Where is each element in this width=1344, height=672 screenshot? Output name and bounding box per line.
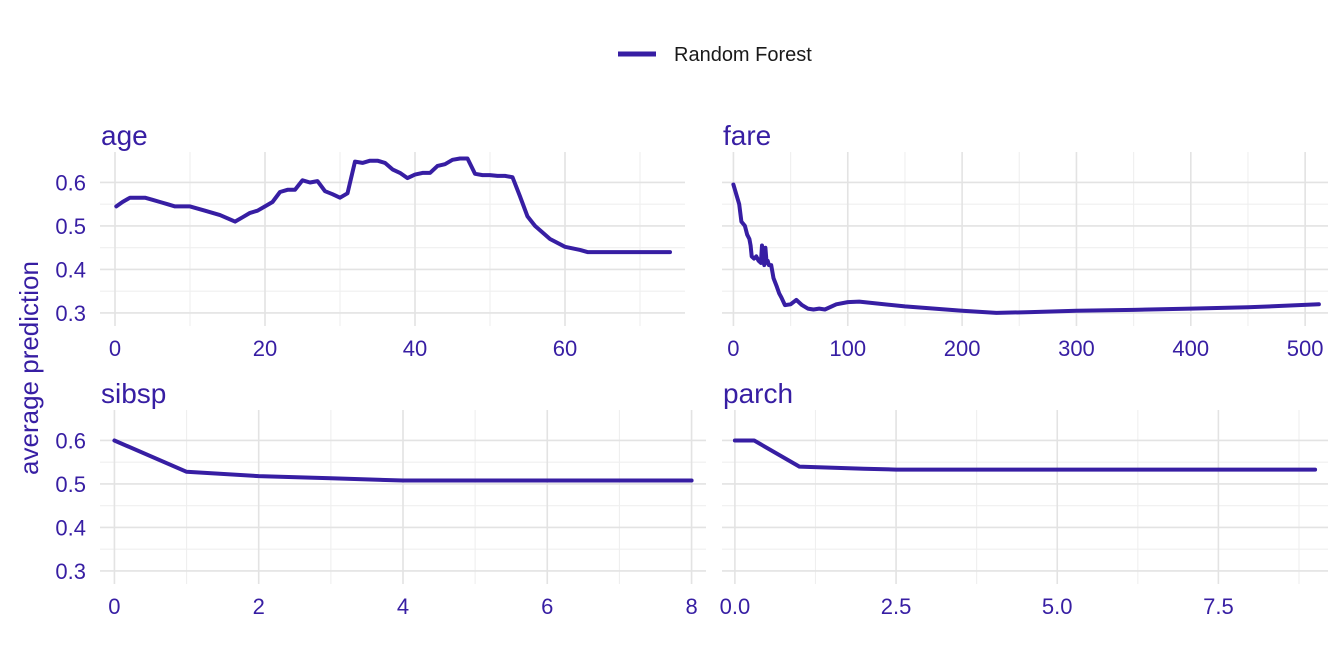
x-tick-label: 200 xyxy=(944,336,981,361)
minor-grid xyxy=(722,410,1328,584)
x-tick-label: 500 xyxy=(1287,336,1324,361)
x-tick-label: 40 xyxy=(403,336,427,361)
series-line-random-forest xyxy=(114,156,672,255)
x-tick-label: 5.0 xyxy=(1042,594,1073,619)
series-line-random-forest xyxy=(732,438,1318,472)
y-tick-label: 0.4 xyxy=(55,257,86,282)
panel-title: age xyxy=(101,120,148,151)
x-tick-label: 4 xyxy=(397,594,409,619)
y-tick-label: 0.3 xyxy=(55,301,86,326)
panel-fare: 0 100 200 300 400 500 fare xyxy=(722,120,1328,361)
x-tick-label: 6 xyxy=(541,594,553,619)
x-tick-label: 0 xyxy=(727,336,739,361)
x-tick-label: 0 xyxy=(109,336,121,361)
x-tick-label: 100 xyxy=(829,336,866,361)
minor-grid xyxy=(100,152,685,326)
y-tick-label: 0.6 xyxy=(55,428,86,453)
major-grid xyxy=(722,152,1328,326)
x-tick-label: 8 xyxy=(685,594,697,619)
y-tick-label: 0.3 xyxy=(55,559,86,584)
major-grid xyxy=(722,410,1328,584)
series-line-random-forest xyxy=(731,182,1321,315)
y-tick-label: 0.6 xyxy=(55,170,86,195)
legend-label: Random Forest xyxy=(674,44,812,66)
panel-parch: 0.0 2.5 5.0 7.5 parch xyxy=(720,378,1328,619)
x-tick-label: 300 xyxy=(1058,336,1095,361)
y-tick-label: 0.5 xyxy=(55,214,86,239)
x-tick-label: 2.5 xyxy=(881,594,912,619)
y-tick-label: 0.4 xyxy=(55,515,86,540)
major-grid xyxy=(100,410,706,584)
y-tick-label: 0.5 xyxy=(55,472,86,497)
legend: Random Forest xyxy=(618,44,812,66)
x-tick-label: 20 xyxy=(253,336,277,361)
panel-sibsp: 0.3 0.4 0.5 0.6 0 2 4 6 8 sibsp xyxy=(55,378,706,619)
panel-title: parch xyxy=(723,378,793,409)
series-line-random-forest xyxy=(112,438,694,483)
x-tick-label: 0.0 xyxy=(720,594,751,619)
panel-title: fare xyxy=(723,120,771,151)
x-tick-label: 7.5 xyxy=(1203,594,1234,619)
x-tick-label: 2 xyxy=(253,594,265,619)
x-tick-label: 0 xyxy=(108,594,120,619)
minor-grid xyxy=(722,152,1328,326)
x-tick-label: 60 xyxy=(553,336,577,361)
panel-age: 0.3 0.4 0.5 0.6 0 20 40 60 age xyxy=(55,120,685,361)
major-grid xyxy=(100,152,685,326)
x-tick-label: 400 xyxy=(1172,336,1209,361)
y-axis-label: average prediction xyxy=(14,261,44,475)
panel-title: sibsp xyxy=(101,378,166,409)
